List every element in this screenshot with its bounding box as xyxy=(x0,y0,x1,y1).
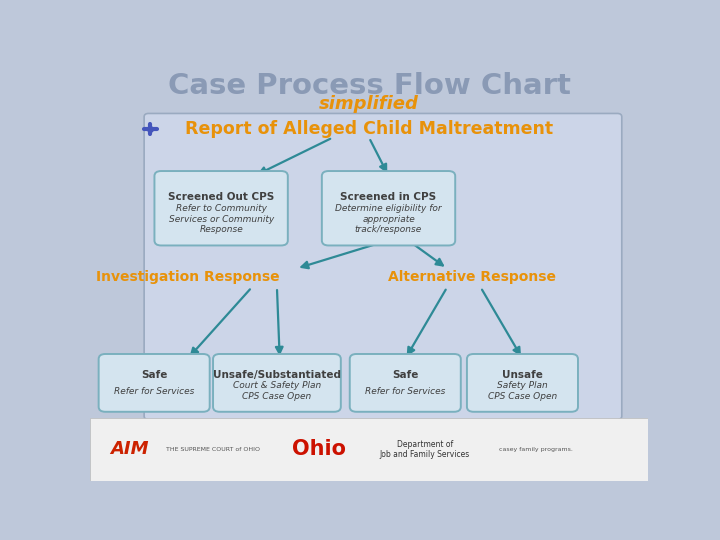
Text: casey family programs.: casey family programs. xyxy=(500,447,573,452)
Text: Court & Safety Plan
CPS Case Open: Court & Safety Plan CPS Case Open xyxy=(233,381,321,401)
Text: Safety Plan
CPS Case Open: Safety Plan CPS Case Open xyxy=(488,381,557,401)
Text: Refer to Community
Services or Community
Response: Refer to Community Services or Community… xyxy=(168,204,274,234)
Text: Unsafe: Unsafe xyxy=(502,370,543,380)
Text: Department of
Job and Family Services: Department of Job and Family Services xyxy=(379,440,470,459)
Text: Screened in CPS: Screened in CPS xyxy=(341,192,436,202)
Text: Ohio: Ohio xyxy=(292,440,346,460)
Text: Investigation Response: Investigation Response xyxy=(96,270,279,284)
Text: Unsafe/Substantiated: Unsafe/Substantiated xyxy=(213,370,341,380)
FancyBboxPatch shape xyxy=(213,354,341,412)
Text: Report of Alleged Child Maltreatment: Report of Alleged Child Maltreatment xyxy=(185,120,553,138)
Text: Refer for Services: Refer for Services xyxy=(114,387,194,395)
FancyBboxPatch shape xyxy=(322,171,455,246)
FancyBboxPatch shape xyxy=(99,354,210,412)
Text: Screened Out CPS: Screened Out CPS xyxy=(168,192,274,202)
Text: Determine eligibility for
appropriate
track/response: Determine eligibility for appropriate tr… xyxy=(336,204,442,234)
Text: Safe: Safe xyxy=(392,370,418,380)
Text: THE SUPREME COURT of OHIO: THE SUPREME COURT of OHIO xyxy=(166,447,260,452)
FancyBboxPatch shape xyxy=(155,171,288,246)
Text: Refer for Services: Refer for Services xyxy=(365,387,446,395)
FancyBboxPatch shape xyxy=(350,354,461,412)
FancyBboxPatch shape xyxy=(144,113,622,420)
Text: simplified: simplified xyxy=(319,95,419,113)
Text: Case Process Flow Chart: Case Process Flow Chart xyxy=(168,72,570,99)
Text: AIM: AIM xyxy=(110,441,148,458)
Text: Alternative Response: Alternative Response xyxy=(388,270,557,284)
Text: Safe: Safe xyxy=(141,370,167,380)
Bar xyxy=(90,418,648,481)
FancyBboxPatch shape xyxy=(467,354,578,412)
